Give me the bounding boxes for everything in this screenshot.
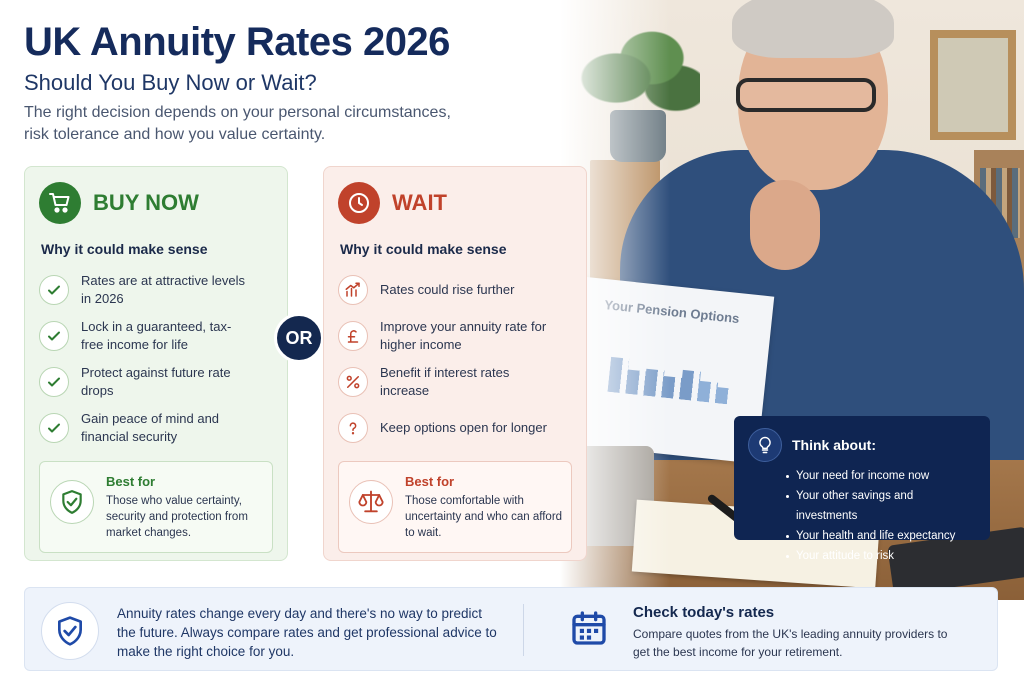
or-badge: OR bbox=[274, 313, 324, 363]
man-glasses bbox=[736, 78, 876, 112]
wait-card: WAIT Why it could make sense Rates could… bbox=[323, 166, 587, 561]
lightbulb-icon bbox=[748, 428, 782, 462]
buy-now-header: BUY NOW bbox=[39, 181, 273, 225]
wait-list: Rates could rise further Improve your an… bbox=[338, 267, 572, 451]
wait-best-for: Best for Those comfortable with uncertai… bbox=[338, 461, 572, 553]
list-item: Keep options open for longer bbox=[338, 405, 572, 451]
check-icon bbox=[39, 321, 69, 351]
list-item-text: Protect against future rate drops bbox=[81, 365, 231, 398]
list-item: Your other savings and investments bbox=[786, 486, 976, 526]
page-title: UK Annuity Rates 2026 bbox=[24, 20, 450, 64]
list-item: Your attitude to risk bbox=[786, 546, 976, 566]
check-icon bbox=[39, 367, 69, 397]
list-item: Rates are at attractive levels in 2026 bbox=[39, 267, 273, 313]
best-for-text: Those who value certainty, security and … bbox=[106, 495, 248, 539]
shield-check-icon bbox=[41, 602, 99, 660]
think-about-box: Think about: Your need for income now Yo… bbox=[734, 416, 990, 562]
buy-now-list: Rates are at attractive levels in 2026 L… bbox=[39, 267, 273, 451]
list-item-text: Benefit if interest rates increase bbox=[380, 365, 510, 398]
list-item: Your need for income now bbox=[786, 466, 976, 486]
check-icon bbox=[39, 275, 69, 305]
footer-bar: Annuity rates change every day and there… bbox=[24, 587, 998, 671]
calendar-icon bbox=[572, 611, 606, 645]
buy-now-card: BUY NOW Why it could make sense Rates ar… bbox=[24, 166, 288, 561]
pound-icon bbox=[338, 321, 368, 351]
list-item-text: Lock in a guaranteed, tax-free income fo… bbox=[81, 319, 232, 352]
clock-icon bbox=[338, 182, 380, 224]
wait-why: Why it could make sense bbox=[340, 241, 507, 257]
best-for-text: Those comfortable with uncertainty and w… bbox=[405, 495, 563, 539]
man-hair bbox=[732, 0, 894, 58]
check-rates-title[interactable]: Check today's rates bbox=[633, 604, 775, 621]
buy-now-best-for: Best for Those who value certainty, secu… bbox=[39, 461, 273, 553]
wait-title: WAIT bbox=[392, 190, 447, 215]
best-for-title: Best for bbox=[106, 474, 156, 489]
list-item: Rates could rise further bbox=[338, 267, 572, 313]
list-item: Protect against future rate drops bbox=[39, 359, 273, 405]
list-item-text: Gain peace of mind and financial securit… bbox=[81, 411, 220, 444]
picture-frame bbox=[930, 30, 1016, 140]
list-item-text: Rates are at attractive levels in 2026 bbox=[81, 273, 246, 306]
list-item-text: Rates could rise further bbox=[380, 282, 515, 297]
list-item: Gain peace of mind and financial securit… bbox=[39, 405, 273, 451]
footer-divider bbox=[523, 604, 524, 656]
list-item: Benefit if interest rates increase bbox=[338, 359, 572, 405]
list-item: Lock in a guaranteed, tax-free income fo… bbox=[39, 313, 273, 359]
buy-now-why: Why it could make sense bbox=[41, 241, 208, 257]
buy-now-title: BUY NOW bbox=[93, 190, 199, 215]
think-about-header: Think about: bbox=[748, 428, 976, 462]
wait-header: WAIT bbox=[338, 181, 572, 225]
list-item-text: Keep options open for longer bbox=[380, 420, 547, 435]
check-rates-text: Compare quotes from the UK's leading ann… bbox=[633, 627, 948, 659]
page-subtitle: Should You Buy Now or Wait? bbox=[24, 70, 317, 95]
list-item-text: Improve your annuity rate for higher inc… bbox=[380, 319, 547, 352]
best-for-title: Best for bbox=[405, 474, 455, 489]
footer-check-rates[interactable]: Check today's rates Compare quotes from … bbox=[569, 604, 953, 661]
list-item: Improve your annuity rate for higher inc… bbox=[338, 313, 572, 359]
shopping-cart-icon bbox=[39, 182, 81, 224]
think-about-list: Your need for income now Your other savi… bbox=[786, 466, 976, 566]
scales-icon bbox=[349, 480, 393, 524]
question-icon bbox=[338, 413, 368, 443]
think-about-title: Think about: bbox=[792, 437, 876, 453]
footer-disclaimer-text: Annuity rates change every day and there… bbox=[117, 606, 497, 659]
intro-text: The right decision depends on your perso… bbox=[24, 104, 451, 143]
check-icon bbox=[39, 413, 69, 443]
footer-disclaimer: Annuity rates change every day and there… bbox=[41, 602, 497, 661]
shield-check-icon bbox=[50, 480, 94, 524]
trend-up-icon bbox=[338, 275, 368, 305]
list-item: Your health and life expectancy bbox=[786, 526, 976, 546]
man-hand bbox=[750, 180, 820, 270]
percent-icon bbox=[338, 367, 368, 397]
